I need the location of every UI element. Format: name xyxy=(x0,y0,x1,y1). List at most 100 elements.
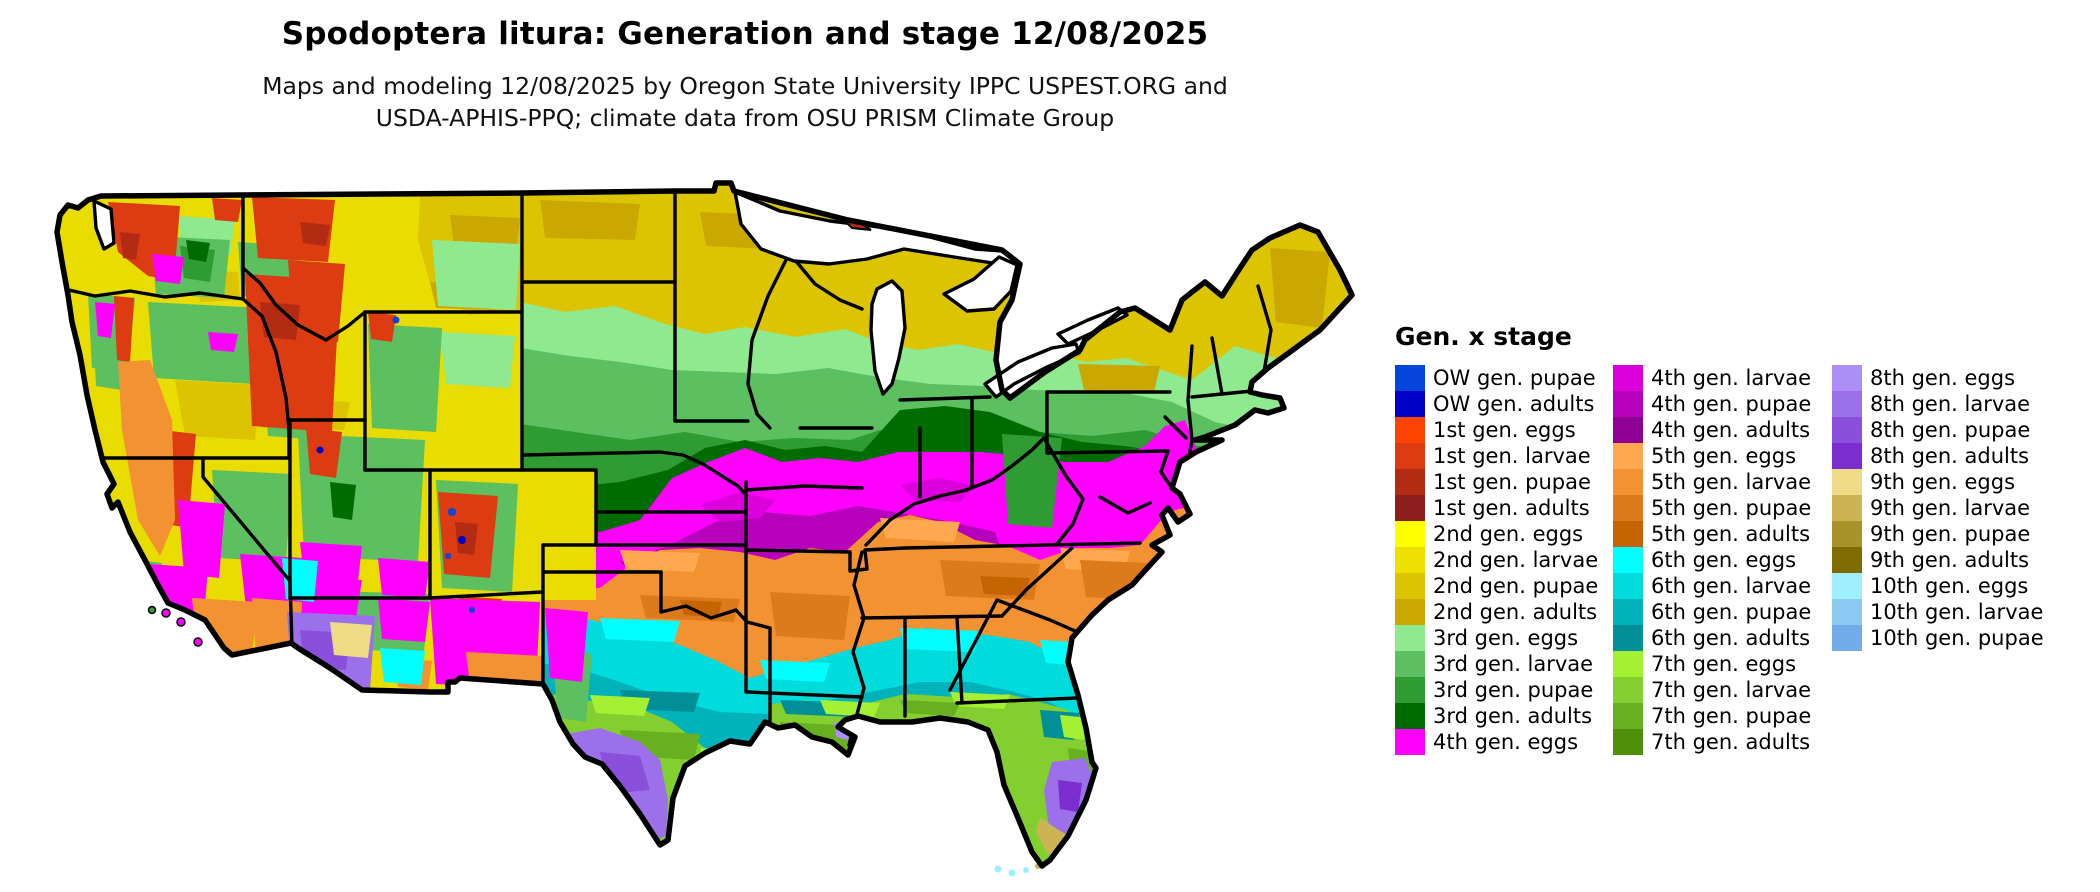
legend-label: 5th gen. larvae xyxy=(1651,470,1812,494)
legend-item: 4th gen. adults xyxy=(1613,417,1811,443)
legend-item: 6th gen. eggs xyxy=(1613,547,1811,573)
puget-sound xyxy=(92,199,116,251)
legend-column-3: 8th gen. eggs 8th gen. larvae 8th gen. p… xyxy=(1832,365,2044,651)
legend-label: 4th gen. eggs xyxy=(1433,730,1579,754)
legend-item: 6th gen. pupae xyxy=(1613,599,1811,625)
legend-swatch xyxy=(1613,599,1643,625)
legend-item: 1st gen. pupae xyxy=(1395,469,1598,495)
legend-item: 3rd gen. pupae xyxy=(1395,677,1598,703)
legend-item: 10th gen. larvae xyxy=(1832,599,2044,625)
legend-label: 8th gen. adults xyxy=(1870,444,2030,468)
legend-item: 7th gen. eggs xyxy=(1613,651,1811,677)
legend-item: 5th gen. larvae xyxy=(1613,469,1811,495)
lake-huron xyxy=(942,255,1019,313)
legend-label: 1st gen. larvae xyxy=(1433,444,1591,468)
legend-item: 4th gen. larvae xyxy=(1613,365,1811,391)
legend-swatch xyxy=(1613,495,1643,521)
legend-label: 10th gen. larvae xyxy=(1870,600,2044,624)
legend-swatch xyxy=(1613,703,1643,729)
header: Spodoptera litura: Generation and stage … xyxy=(150,16,1340,135)
legend-title: Gen. x stage xyxy=(1395,322,1572,351)
legend-label: 2nd gen. eggs xyxy=(1433,522,1584,546)
legend-swatch xyxy=(1832,599,1862,625)
legend-item: 8th gen. adults xyxy=(1832,443,2044,469)
subtitle-line-2: USDA-APHIS-PPQ; climate data from OSU PR… xyxy=(375,104,1115,133)
legend-item: 3rd gen. larvae xyxy=(1395,651,1598,677)
legend-swatch xyxy=(1395,573,1425,599)
legend-item: 5th gen. adults xyxy=(1613,521,1811,547)
us-outline xyxy=(54,180,1355,869)
legend-swatch xyxy=(1613,365,1643,391)
legend-item: 2nd gen. eggs xyxy=(1395,521,1598,547)
legend-item: 7th gen. pupae xyxy=(1613,703,1811,729)
legend-swatch xyxy=(1832,469,1862,495)
legend-item: 5th gen. pupae xyxy=(1613,495,1811,521)
legend-swatch xyxy=(1832,391,1862,417)
legend-label: 8th gen. pupae xyxy=(1870,418,2031,442)
legend-item: 1st gen. larvae xyxy=(1395,443,1598,469)
legend-swatch xyxy=(1832,365,1862,391)
legend-item: OW gen. pupae xyxy=(1395,365,1598,391)
florida-keys xyxy=(994,863,1041,877)
legend-item: 2nd gen. pupae xyxy=(1395,573,1598,599)
legend-swatch xyxy=(1613,677,1643,703)
lake-michigan xyxy=(869,279,907,396)
legend-label: OW gen. adults xyxy=(1433,392,1595,416)
legend-item: 9th gen. adults xyxy=(1832,547,2044,573)
legend-swatch xyxy=(1395,677,1425,703)
legend-swatch xyxy=(1613,625,1643,651)
legend-swatch xyxy=(1395,547,1425,573)
legend-swatch xyxy=(1832,443,1862,469)
legend-column-1: OW gen. pupae OW gen. adults 1st gen. eg… xyxy=(1395,365,1598,755)
legend-swatch xyxy=(1613,391,1643,417)
legend-label: 5th gen. pupae xyxy=(1651,496,1812,520)
legend-swatch xyxy=(1613,729,1643,755)
legend-label: 6th gen. pupae xyxy=(1651,600,1812,624)
legend-swatch xyxy=(1395,521,1425,547)
legend-item: 2nd gen. adults xyxy=(1395,599,1598,625)
legend-label: 3rd gen. eggs xyxy=(1433,626,1579,650)
legend-label: 10th gen. eggs xyxy=(1870,574,2029,598)
legend-swatch xyxy=(1613,651,1643,677)
state-borders xyxy=(58,189,1273,747)
legend-label: 5th gen. adults xyxy=(1651,522,1811,546)
legend-swatch xyxy=(1613,547,1643,573)
legend-swatch xyxy=(1395,443,1425,469)
legend-item: 10th gen. eggs xyxy=(1832,573,2044,599)
legend-label: 7th gen. eggs xyxy=(1651,652,1797,676)
legend-swatch xyxy=(1395,469,1425,495)
legend-label: 1st gen. eggs xyxy=(1433,418,1576,442)
legend-label: 2nd gen. larvae xyxy=(1433,548,1599,572)
legend-label: 9th gen. eggs xyxy=(1870,470,2016,494)
legend-label: 6th gen. adults xyxy=(1651,626,1811,650)
legend-swatch xyxy=(1395,651,1425,677)
legend-label: 4th gen. larvae xyxy=(1651,366,1812,390)
legend-item: 8th gen. eggs xyxy=(1832,365,2044,391)
legend-swatch xyxy=(1395,599,1425,625)
legend-item: 4th gen. eggs xyxy=(1395,729,1598,755)
subtitle-line-1: Maps and modeling 12/08/2025 by Oregon S… xyxy=(262,72,1228,100)
legend-label: 1st gen. adults xyxy=(1433,496,1590,520)
legend-label: 3rd gen. pupae xyxy=(1433,678,1594,702)
legend-label: 3rd gen. larvae xyxy=(1433,652,1594,676)
channel-islands xyxy=(147,605,203,647)
legend-label: 4th gen. adults xyxy=(1651,418,1811,442)
legend-item: 7th gen. adults xyxy=(1613,729,1811,755)
legend-item: 8th gen. pupae xyxy=(1832,417,2044,443)
legend: Gen. x stage OW gen. pupae OW gen. adult… xyxy=(1395,322,2055,757)
legend-item: 8th gen. larvae xyxy=(1832,391,2044,417)
legend-item: 1st gen. adults xyxy=(1395,495,1598,521)
legend-swatch xyxy=(1395,729,1425,755)
legend-label: 9th gen. larvae xyxy=(1870,496,2031,520)
legend-swatch xyxy=(1395,495,1425,521)
legend-swatch xyxy=(1395,417,1425,443)
legend-label: 4th gen. pupae xyxy=(1651,392,1812,416)
legend-swatch xyxy=(1832,521,1862,547)
legend-swatch xyxy=(1395,625,1425,651)
legend-item: 5th gen. eggs xyxy=(1613,443,1811,469)
legend-swatch xyxy=(1395,365,1425,391)
legend-label: 8th gen. eggs xyxy=(1870,366,2016,390)
